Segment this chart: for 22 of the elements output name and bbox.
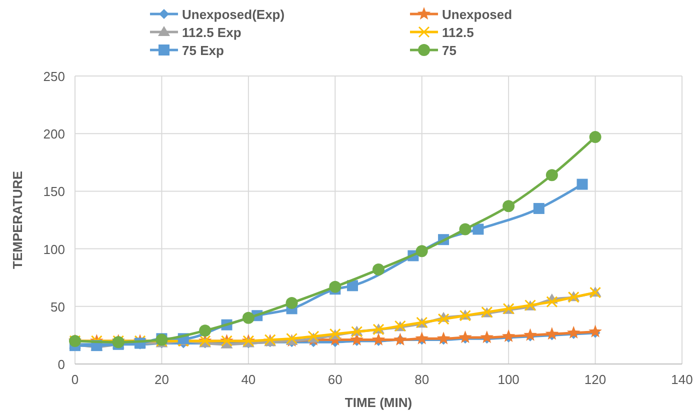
y-tick-label: 0	[58, 357, 65, 372]
y-tick-label: 100	[43, 242, 65, 257]
legend-label: 112.5 Exp	[182, 25, 242, 40]
y-tick-label: 200	[43, 126, 65, 142]
y-axis-title: TEMPERATURE	[10, 170, 25, 269]
y-tick-label: 50	[50, 299, 65, 314]
x-tick-label: 120	[584, 372, 606, 387]
x-tick-label: 0	[71, 372, 79, 387]
legend-label: Unexposed(Exp)	[182, 7, 285, 22]
legend-label: 75 Exp	[182, 43, 224, 58]
x-tick-label: 80	[414, 372, 430, 387]
legend-label: 112.5	[442, 25, 474, 40]
x-tick-label: 40	[241, 372, 256, 387]
x-tick-label: 60	[328, 372, 342, 387]
y-tick-label: 150	[43, 184, 65, 200]
x-axis-title: TIME (MIN)	[344, 395, 412, 410]
y-tick-label: 250	[43, 69, 65, 84]
legend-label: 75	[442, 43, 456, 58]
legend-label: Unexposed	[442, 7, 512, 22]
x-tick-label: 100	[498, 372, 520, 387]
x-tick-label: 140	[671, 372, 693, 387]
x-tick-label: 20	[154, 372, 169, 387]
